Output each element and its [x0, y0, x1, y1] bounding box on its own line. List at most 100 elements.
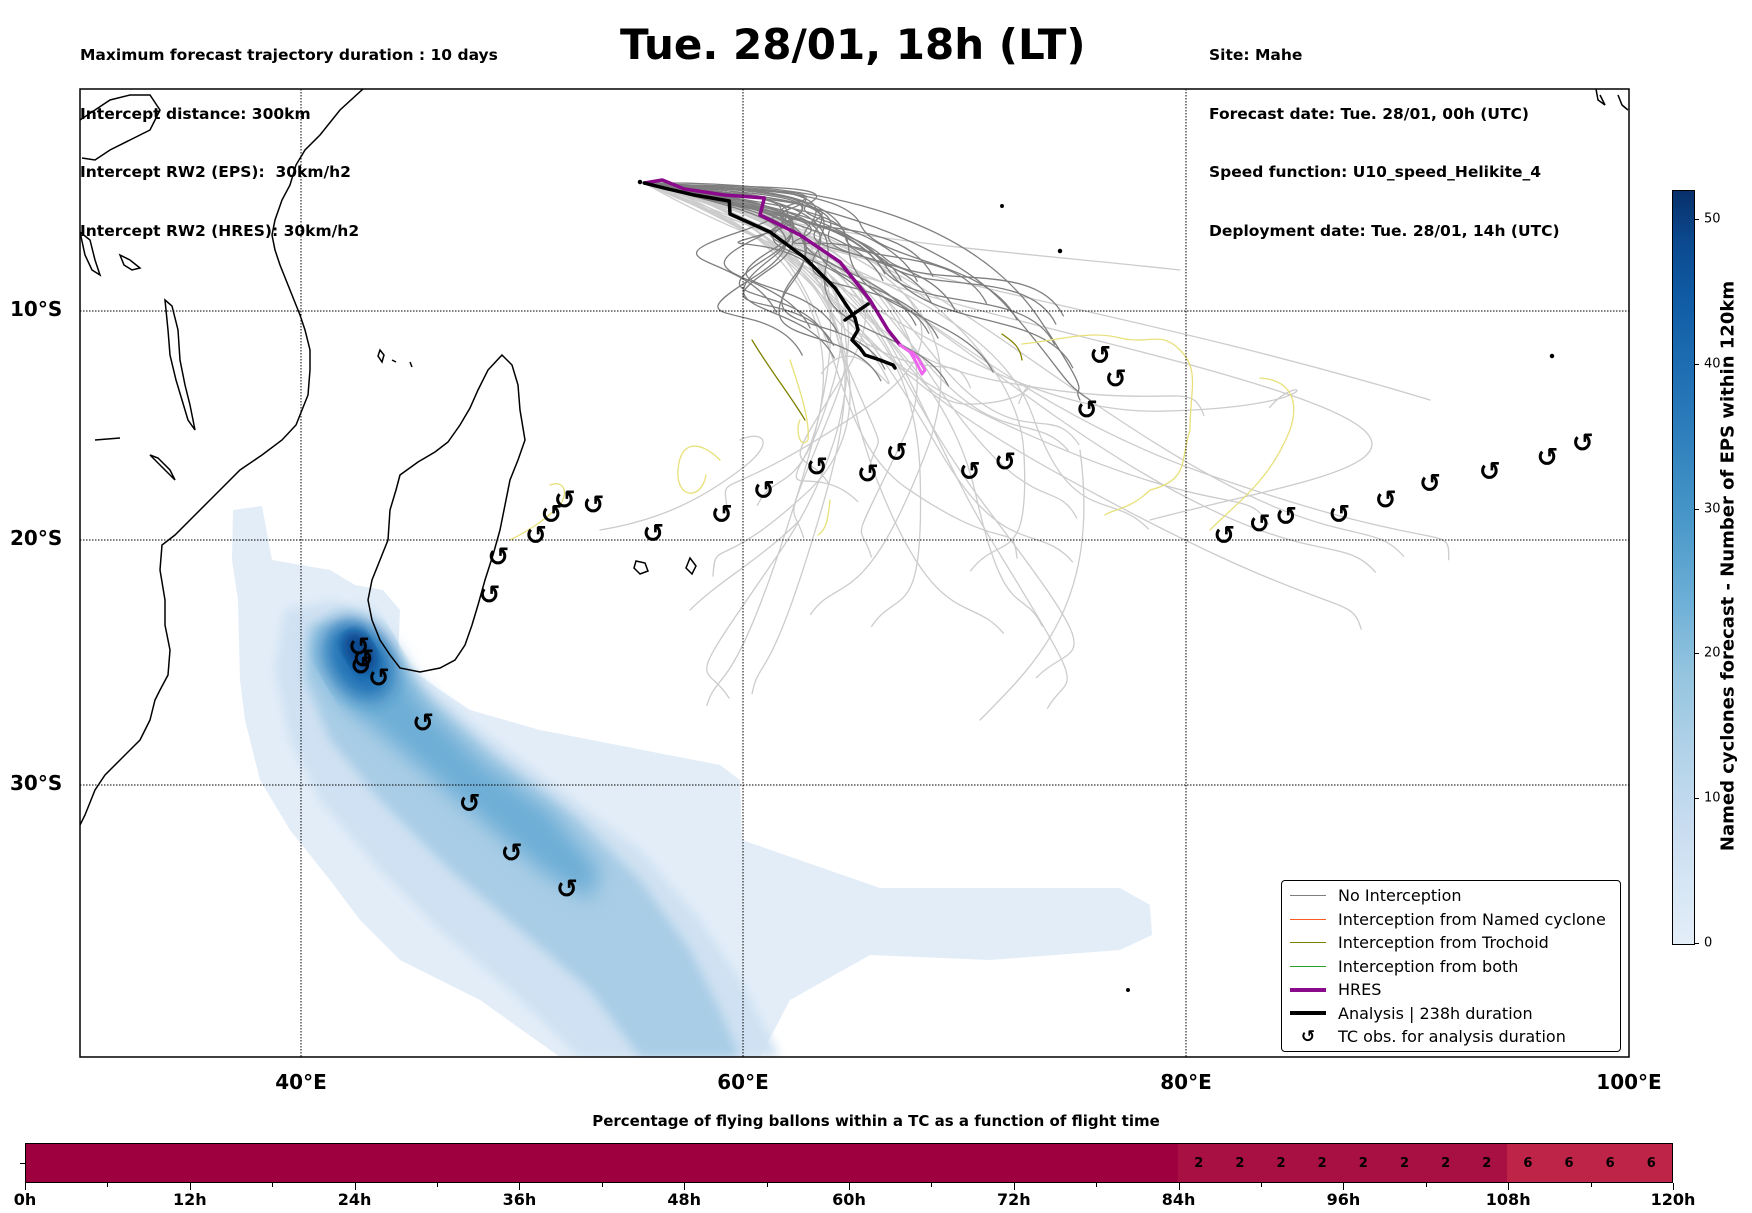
density-core-peak	[343, 631, 377, 673]
bar-major-tick	[1508, 1183, 1510, 1190]
graticule	[80, 89, 1629, 1057]
cyclone-hook-icon: ↺	[806, 452, 828, 482]
bar-segment: 6	[1548, 1144, 1590, 1182]
bar-minor-tick	[1425, 1183, 1427, 1187]
bar-segment: 2	[1466, 1144, 1508, 1182]
island-dot	[1126, 988, 1130, 992]
lon-label-60e: 60°E	[717, 1070, 769, 1094]
colorbar-tick-label: 0	[1704, 935, 1713, 951]
lon-label-80e: 80°E	[1160, 1070, 1212, 1094]
lat-label-20s: 20°S	[10, 526, 63, 550]
lat-label-10s: 10°S	[10, 297, 63, 321]
trajectory-light	[643, 182, 1069, 451]
cyclone-hook-icon: ↺	[479, 580, 501, 610]
bar-major-tick	[1013, 1183, 1015, 1190]
trajectory-light	[689, 519, 801, 611]
legend-line-gray	[1290, 895, 1326, 896]
cyclone-hook-icon: ↺	[352, 644, 374, 674]
header-intercept-eps: Intercept RW2 (EPS): 30km/h2	[80, 163, 351, 181]
cyclone-hook-icon: ↺	[994, 448, 1016, 478]
header-intercept-distance: Intercept distance: 300km	[80, 104, 311, 123]
coast-reunion	[633, 560, 649, 575]
legend-line-green	[1290, 965, 1326, 967]
trajectory-hres-tail	[898, 343, 927, 376]
bar-segment: 6	[1630, 1144, 1672, 1182]
legend-item-no-interception: No Interception	[1282, 884, 1462, 907]
bar-tick-label: 108h	[1485, 1190, 1531, 1209]
bar-major-tick	[25, 1183, 26, 1190]
coast-lake-4	[149, 454, 176, 481]
cyclone-hook-icon: ↺	[959, 457, 981, 487]
coast-madagascar	[367, 353, 526, 673]
cyclone-hook-icon: ↺	[1375, 486, 1397, 516]
bar-minor-tick	[1590, 1183, 1592, 1187]
cyclone-hook-icon: ↺	[1089, 341, 1111, 371]
bar-tick-label: 12h	[172, 1190, 207, 1209]
island-dot	[1057, 248, 1063, 254]
bar-minor-tick	[1096, 1183, 1098, 1187]
bar-segment: 2	[1342, 1144, 1384, 1182]
legend-label: Analysis | 238h duration	[1338, 1003, 1533, 1023]
trajectory-trochoid-light	[1021, 334, 1194, 516]
bar-tick-label: 120h	[1650, 1190, 1696, 1209]
trajectory-light	[643, 182, 1181, 271]
header-parameters: Maximum forecast trajectory duration : 1…	[80, 7, 498, 261]
coast-lake-5	[94, 437, 121, 441]
trajectory-light	[643, 182, 1270, 525]
bar-segment: 2	[1301, 1144, 1343, 1182]
cyclone-hook-icon: ↺	[886, 438, 908, 468]
coast-comoros	[377, 348, 413, 368]
trajectory-trochoid-light	[509, 483, 566, 541]
trajectory-no-interception	[643, 182, 1074, 369]
legend-item-named-cyclone: Interception from Named cyclone	[1282, 908, 1606, 931]
bar-segment: 6	[1589, 1144, 1631, 1182]
legend-item-both: Interception from both	[1282, 955, 1518, 978]
colorbar-tick	[1694, 363, 1699, 365]
trajectory-light	[599, 435, 764, 531]
trajectory-no-interception	[643, 182, 839, 334]
bar-tick-label: 60h	[832, 1190, 866, 1209]
bar-minor-tick	[766, 1183, 768, 1187]
island-dot	[637, 179, 643, 185]
bar-segment: 2	[1260, 1144, 1302, 1182]
bar-tick-label: 48h	[667, 1190, 702, 1209]
coast-victoria	[80, 94, 161, 161]
map-frame	[79, 88, 1630, 1058]
trajectory-light	[643, 182, 1431, 401]
lat-label-30s: 30°S	[10, 771, 63, 795]
coast-lake-3	[118, 253, 142, 271]
trajectory-no-interception	[643, 182, 1081, 401]
trajectory-trochoid	[1001, 333, 1023, 361]
bar-minor-tick	[437, 1183, 438, 1187]
legend-item-hres: HRES	[1282, 978, 1381, 1001]
header-intercept-hres: Intercept RW2 (HRES): 30km/h2	[80, 221, 360, 240]
header-max-duration: Maximum forecast trajectory duration : 1…	[80, 46, 498, 64]
header-speed-function: Speed function: U10_speed_Helikite_4	[1209, 163, 1542, 181]
bar-minor-tick	[931, 1183, 933, 1187]
bar-segment: 2	[1383, 1144, 1426, 1182]
legend-label: No Interception	[1338, 886, 1462, 905]
legend-label: HRES	[1338, 980, 1382, 999]
cyclone-density-field	[232, 506, 1152, 1057]
legend-label: Interception from Trochoid	[1338, 933, 1549, 952]
coast-lake-2	[80, 231, 102, 277]
legend-label: TC obs. for analysis duration	[1338, 1027, 1566, 1046]
cyclone-hook-icon: ↺	[1328, 500, 1350, 530]
trajectory-trochoid-light	[789, 359, 809, 444]
lon-label-100e: 100°E	[1596, 1070, 1662, 1094]
cyclone-hook-icon: ↺	[350, 652, 372, 682]
trajectory-no-interception	[643, 182, 884, 282]
coast-top-right	[1595, 89, 1629, 111]
bar-minor-tick	[1261, 1183, 1262, 1187]
trajectory-analysis	[642, 181, 897, 370]
header-deployment-date: Deployment date: Tue. 28/01, 14h (UTC)	[1209, 221, 1560, 240]
bar-major-tick	[354, 1183, 356, 1190]
legend-item-analysis: Analysis | 238h duration	[1282, 1002, 1533, 1025]
colorbar-tick-label: 10	[1704, 790, 1721, 806]
coast-mauritius	[685, 556, 697, 576]
map-legend: No Interception Interception from Named …	[1281, 880, 1621, 1052]
cyclone-hook-icon: ↺	[1275, 502, 1297, 532]
header-forecast-date: Forecast date: Tue. 28/01, 00h (UTC)	[1209, 104, 1530, 123]
